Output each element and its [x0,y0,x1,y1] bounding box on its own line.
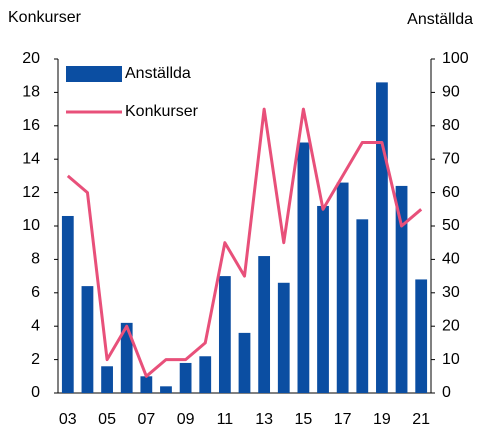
y-tick-label: 16 [22,117,40,134]
y-tick-label: 6 [31,284,40,301]
y-axis-title: Konkurser [8,9,82,26]
bar [356,219,369,393]
legend-label: Konkurser [125,103,199,120]
bar [415,279,428,393]
line [66,107,423,378]
x-tick-label: 21 [412,411,430,428]
bar [376,82,388,393]
y2-tick-label: 50 [442,217,460,234]
bar [277,282,290,393]
y2-tick-label: 0 [442,384,451,401]
y-tick-label: 18 [22,84,40,101]
bar [238,332,251,393]
y2-tick-label: 60 [442,184,460,201]
y2-tick-label: 100 [442,50,469,67]
y-tick-label: 14 [22,150,40,167]
y2-tick-label: 40 [442,251,460,268]
bar [120,322,133,393]
y2-tick-label: 10 [442,351,460,368]
y2-axis-title: Anställda [407,11,473,28]
bar [101,366,113,393]
bar [297,142,310,393]
y2-tick-label: 30 [442,284,460,301]
bar [61,215,74,393]
bar [258,256,271,393]
x-tick-label: 11 [217,411,234,428]
legend-label: Anställda [125,65,191,82]
x-tick-label: 07 [137,411,155,428]
y2-tick-label: 80 [442,117,460,134]
bar [81,286,94,393]
x-tick-label: 15 [294,411,312,428]
bar [160,386,172,393]
x-tick-label: 13 [255,411,273,428]
y-tick-label: 20 [22,50,40,67]
bar [140,376,153,393]
bar [199,356,212,393]
x-tick-label: 17 [334,411,352,428]
bar [336,182,349,393]
bar [395,185,408,393]
y-tick-label: 12 [22,184,40,201]
bar [317,205,329,393]
x-tick-label: 09 [177,411,195,428]
y-tick-label: 2 [31,351,40,368]
x-tick-label: 19 [373,411,391,428]
y2-tick-label: 90 [442,84,460,101]
x-tick-label: 05 [98,411,116,428]
y-tick-label: 4 [31,317,40,334]
bar [179,362,192,393]
y-tick-label: 0 [31,384,40,401]
y2-tick-label: 70 [442,150,460,167]
y-tick-label: 10 [22,217,40,234]
y2-tick-label: 20 [442,317,460,334]
legend-swatch [66,66,122,82]
y-tick-label: 8 [31,251,40,268]
bar [218,276,231,393]
x-tick-label: 03 [59,411,77,428]
